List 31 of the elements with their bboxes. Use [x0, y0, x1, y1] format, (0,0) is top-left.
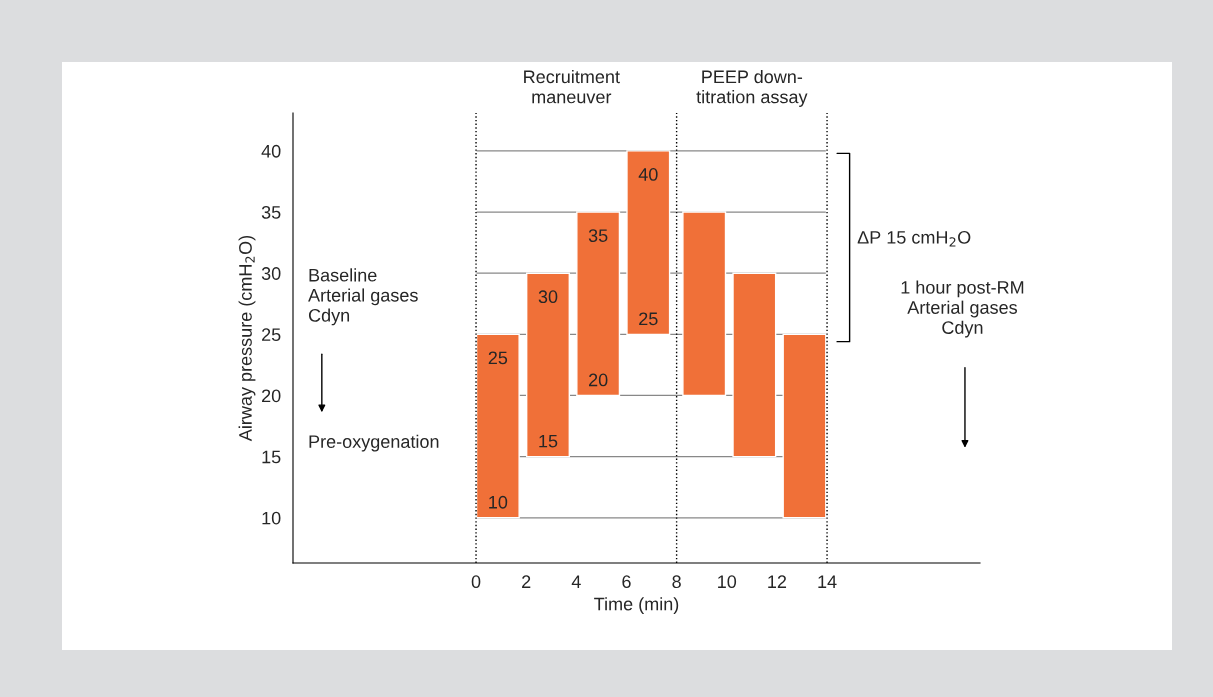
y-tick-label: 35 — [261, 205, 281, 219]
y-tick-label: 20 — [262, 389, 281, 403]
annotation: Baseline Arterial gases Cdyn — [308, 268, 418, 326]
x-tick-label: 6 — [622, 575, 631, 589]
x-tick-label: 0 — [471, 575, 481, 589]
y-axis-title: Airway pressure (cmH$_{2}$O) — [238, 235, 256, 442]
x-tick-label: 12 — [768, 575, 787, 588]
y-tick-label: 25 — [262, 328, 281, 342]
annotation: 1 hour post-RM Arterial gases Cdyn — [901, 280, 1024, 338]
y-tick-label: 40 — [261, 144, 281, 158]
y-tick-label: 15 — [262, 450, 281, 464]
annotation: 40 — [638, 168, 658, 181]
annotation: 30 — [538, 290, 558, 304]
x-axis-title: Time (min) — [594, 597, 679, 615]
annotation: 15 — [539, 434, 558, 448]
annotation: 25 — [639, 312, 658, 326]
text: PEEP down- titration assay — [696, 69, 808, 107]
annotation: 25 — [488, 351, 508, 365]
x-tick-label: 4 — [571, 575, 581, 588]
x-tick-label: 8 — [672, 575, 681, 589]
x-tick-label: 2 — [522, 575, 531, 588]
x-tick-label: 10 — [718, 575, 737, 589]
x-tick-label: 14 — [818, 575, 837, 588]
annotation: 20 — [589, 373, 608, 387]
annotation: ΔP 15 cmH$_{2}$O — [857, 230, 971, 247]
annotation: Pre-oxygenation — [309, 434, 439, 452]
y-tick-label: 30 — [261, 267, 281, 280]
text: Recruitment maneuver — [524, 69, 620, 104]
annotation: 10 — [489, 495, 508, 509]
y-tick-label: 10 — [262, 511, 281, 525]
annotation: 35 — [588, 229, 608, 242]
